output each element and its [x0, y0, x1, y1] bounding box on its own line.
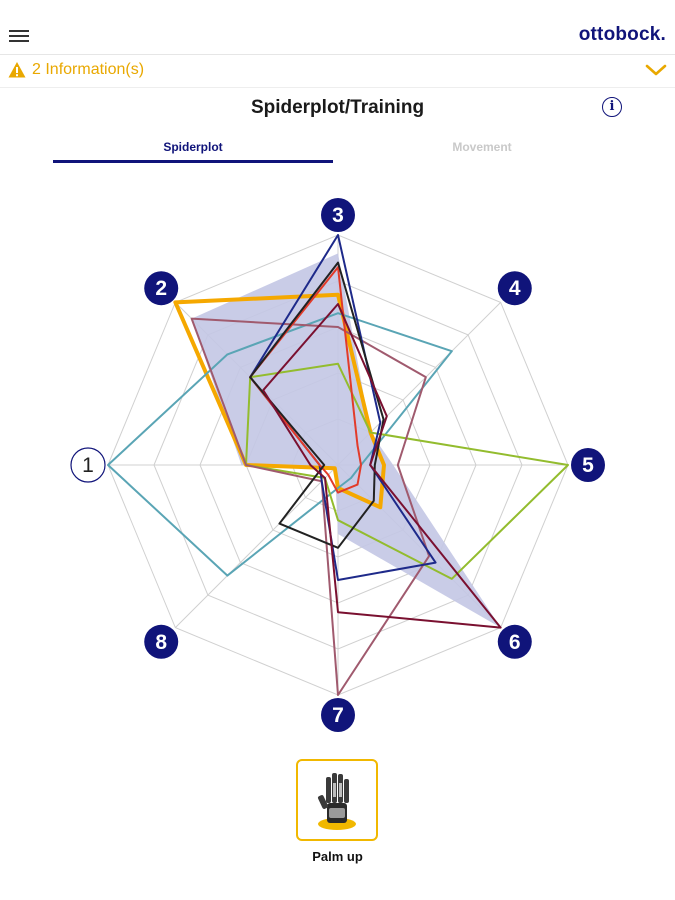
series-line-4 [190, 317, 431, 696]
axis-label-6: 6 [509, 631, 521, 654]
series-line-8 [262, 303, 502, 629]
axis-label-4: 4 [509, 277, 521, 300]
top-bar: ottobock. [0, 0, 675, 55]
axis-label-5: 5 [582, 454, 594, 477]
information-count: 2 Information(s) [32, 61, 145, 78]
axis-label-7: 7 [332, 704, 344, 727]
tab-movement[interactable]: Movement [452, 140, 512, 154]
prosthetic-hand-icon [317, 773, 356, 830]
spider-plot: 1 2 3 4 5 6 7 8 [70, 198, 605, 732]
menu-icon[interactable] [9, 30, 29, 42]
series-line-1 [173, 292, 386, 510]
warning-icon [8, 62, 26, 78]
axis-badge-6 [497, 624, 532, 659]
axis-badge-7 [321, 698, 355, 732]
axis-badge-2 [144, 271, 179, 306]
grid-spoke [175, 464, 339, 628]
information-bar[interactable]: 2 Information(s) [0, 55, 675, 88]
active-tab-indicator [53, 160, 333, 163]
axis-label-8: 8 [155, 631, 167, 654]
axis-badge-1 [70, 447, 106, 483]
target-area [191, 253, 501, 628]
axis-badge-3 [321, 198, 355, 232]
grip-palm-up-card[interactable] [296, 759, 378, 841]
page-title: Spiderplot/Training [250, 97, 425, 118]
axis-label-2: 2 [155, 277, 167, 300]
info-circle-icon[interactable]: i [602, 97, 622, 117]
brand-logo: ottobock. [578, 24, 666, 45]
axis-badge-4 [497, 271, 532, 306]
grip-label: Palm up [312, 849, 363, 864]
axis-badge-5 [571, 448, 605, 482]
axis-label-3: 3 [332, 204, 344, 227]
chevron-down-icon[interactable] [645, 62, 667, 78]
tab-spiderplot[interactable]: Spiderplot [163, 140, 223, 154]
axis-badge-8 [144, 624, 179, 659]
series-line-7 [249, 261, 385, 549]
axis-label-1: 1 [82, 454, 94, 477]
